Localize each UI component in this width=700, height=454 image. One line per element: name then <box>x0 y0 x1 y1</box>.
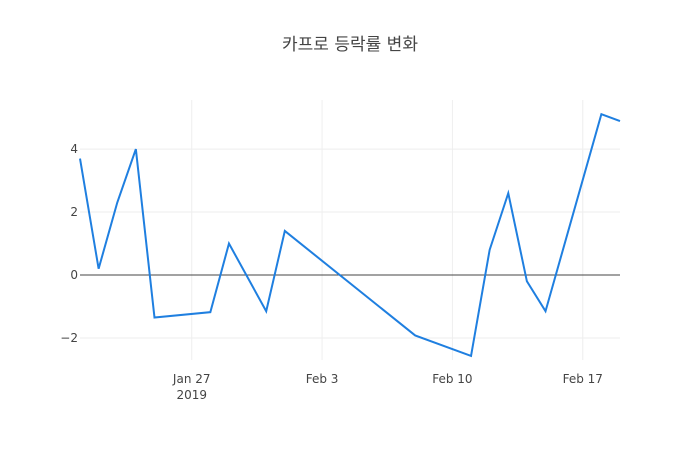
y-tick-label: 0 <box>70 268 78 282</box>
x-tick-label-line: Feb 10 <box>432 372 472 386</box>
y-tick-label: 4 <box>70 142 78 156</box>
x-tick-label: Jan 27 2019 <box>172 372 211 402</box>
x-tick-label-line: Jan 27 <box>172 372 211 386</box>
x-tick-label: Feb 3 <box>306 372 339 386</box>
x-tick-label-line: Feb 17 <box>563 372 603 386</box>
x-tick-label-line: Feb 3 <box>306 372 339 386</box>
line <box>79 112 621 358</box>
x-tick-label-line: 2019 <box>176 388 207 402</box>
chart-title: 카프로 등락률 변화 <box>282 35 418 55</box>
x-tick-label: Feb 17 <box>563 372 603 386</box>
x-tick-label: Feb 10 <box>432 372 472 386</box>
y-tick-label: 2 <box>70 205 78 219</box>
y-tick-label: −2 <box>60 331 78 345</box>
